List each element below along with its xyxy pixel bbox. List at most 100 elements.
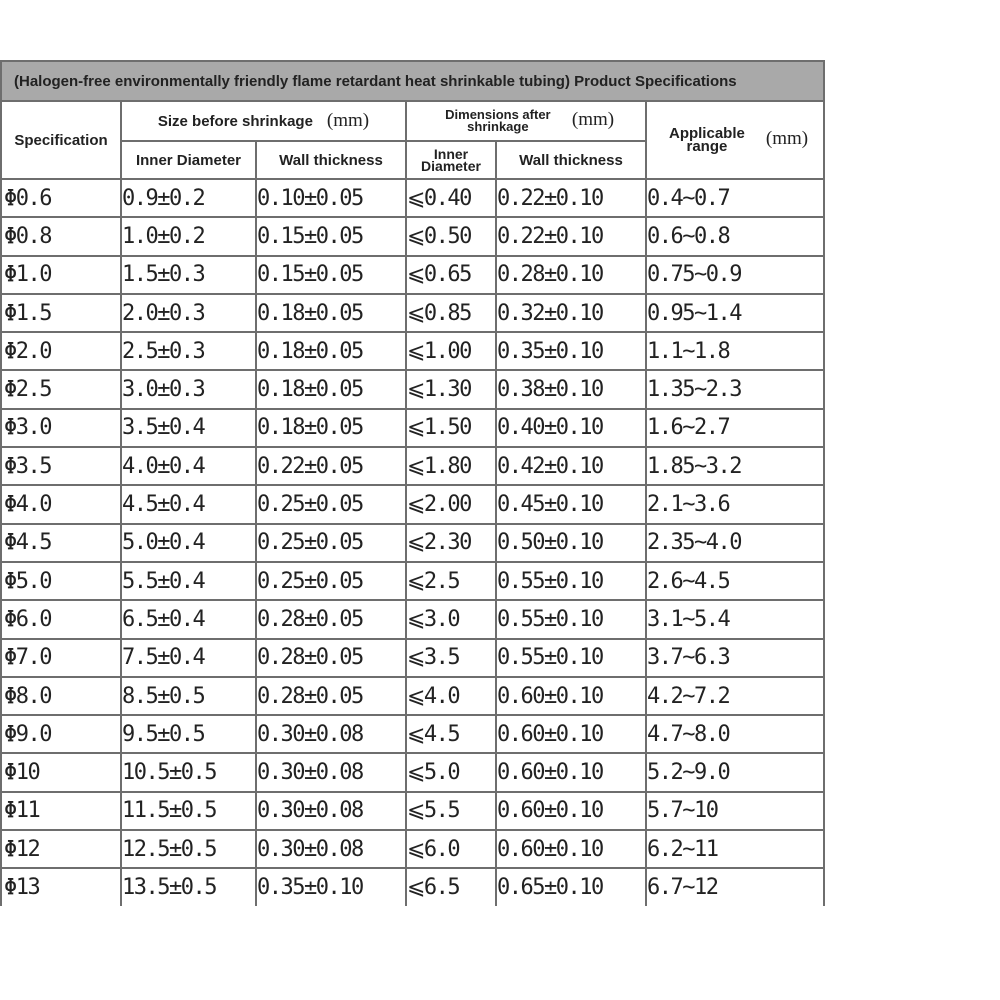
cell-specification: Φ2.5	[0, 369, 122, 410]
cell-wall-thickness-before: 0.15±0.05	[255, 216, 407, 257]
cell-wall-thickness-before: 0.22±0.05	[255, 446, 407, 487]
cell-inner-diameter-before: 5.0±0.4	[120, 522, 257, 563]
cell-wall-thickness-after: 0.28±0.10	[495, 254, 647, 295]
cell-applicable-range: 5.2~9.0	[644, 752, 826, 793]
cell-wall-thickness-after: 0.38±0.10	[495, 369, 647, 410]
header-specification: Specification	[0, 100, 122, 180]
cell-inner-diameter-before: 7.5±0.4	[120, 637, 257, 678]
cell-wall-thickness-after: 0.35±0.10	[495, 331, 647, 372]
cell-specification: Φ8.0	[0, 675, 122, 717]
cell-wall-thickness-before: 0.25±0.05	[255, 522, 407, 563]
cell-applicable-range: 3.1~5.4	[644, 599, 826, 640]
cell-inner-diameter-before: 10.5±0.5	[120, 752, 257, 793]
cell-applicable-range: 2.35~4.0	[644, 522, 826, 563]
cell-wall-thickness-after: 0.60±0.10	[495, 829, 647, 870]
table-row: Φ7.0 7.5±0.4 0.28±0.05 ⩽3.5 0.55±0.10 3.7~6.3	[0, 637, 826, 678]
cell-wall-thickness-after: 0.32±0.10	[495, 292, 647, 334]
cell-specification: Φ6.0	[0, 599, 122, 640]
cell-inner-diameter-after: ⩽2.00	[405, 484, 497, 525]
cell-inner-diameter-after: ⩽2.5	[405, 560, 497, 602]
cell-specification: Φ3.5	[0, 446, 122, 487]
cell-wall-thickness-after: 0.42±0.10	[495, 446, 647, 487]
cell-inner-diameter-before: 0.9±0.2	[120, 177, 257, 219]
cell-inner-diameter-after: ⩽0.40	[405, 177, 497, 219]
cell-applicable-range: 6.7~12	[644, 867, 826, 906]
cell-wall-thickness-after: 0.60±0.10	[495, 790, 647, 832]
header-before-label: Size before shrinkage	[157, 113, 313, 130]
cell-specification: Φ10	[0, 752, 122, 793]
table-row: Φ5.0 5.5±0.4 0.25±0.05 ⩽2.5 0.55±0.10 2.6~4.5	[0, 560, 826, 602]
cell-wall-thickness-before: 0.30±0.08	[255, 714, 407, 755]
cell-applicable-range: 0.4~0.7	[644, 177, 826, 219]
table-row: Φ6.0 6.5±0.4 0.28±0.05 ⩽3.0 0.55±0.10 3.1~5.4	[0, 599, 826, 640]
table-row: Φ4.0 4.5±0.4 0.25±0.05 ⩽2.00 0.45±0.10 2.1~3.…	[0, 484, 826, 525]
header-after-shrinkage: Dimensions after shrinkage (mm)	[405, 100, 647, 142]
cell-applicable-range: 1.35~2.3	[644, 369, 826, 410]
cell-inner-diameter-after: ⩽0.65	[405, 254, 497, 295]
cell-inner-diameter-before: 4.0±0.4	[120, 446, 257, 487]
cell-wall-thickness-after: 0.22±0.10	[495, 177, 647, 219]
unit-label: (mm)	[571, 108, 615, 130]
cell-inner-diameter-before: 3.0±0.3	[120, 369, 257, 410]
cell-wall-thickness-after: 0.50±0.10	[495, 522, 647, 563]
table-row: Φ4.5 5.0±0.4 0.25±0.05 ⩽2.30 0.50±0.10 2.35~4…	[0, 522, 826, 563]
cell-wall-thickness-before: 0.18±0.05	[255, 407, 407, 449]
cell-applicable-range: 4.7~8.0	[644, 714, 826, 755]
cell-wall-thickness-after: 0.55±0.10	[495, 637, 647, 678]
cell-inner-diameter-before: 1.5±0.3	[120, 254, 257, 295]
cell-applicable-range: 2.1~3.6	[644, 484, 826, 525]
table-row: Φ2.5 3.0±0.3 0.18±0.05 ⩽1.30 0.38±0.10 1.35~2…	[0, 369, 826, 410]
cell-specification: Φ9.0	[0, 714, 122, 755]
table-row: Φ2.0 2.5±0.3 0.18±0.05 ⩽1.00 0.35±0.10 1.1~1.…	[0, 331, 826, 372]
cell-wall-thickness-before: 0.35±0.10	[255, 867, 407, 906]
cell-inner-diameter-before: 5.5±0.4	[120, 560, 257, 602]
cell-wall-thickness-before: 0.28±0.05	[255, 637, 407, 678]
cell-inner-diameter-before: 9.5±0.5	[120, 714, 257, 755]
cell-inner-diameter-before: 4.5±0.4	[120, 484, 257, 525]
header-inner-diameter-before: Inner Diameter	[120, 140, 257, 180]
cell-specification: Φ12	[0, 829, 122, 870]
cell-applicable-range: 6.2~11	[644, 829, 826, 870]
cell-wall-thickness-before: 0.25±0.05	[255, 560, 407, 602]
header-inner-diameter-after: Inner Diameter	[405, 140, 497, 180]
cell-applicable-range: 1.6~2.7	[644, 407, 826, 449]
table-row: Φ1.0 1.5±0.3 0.15±0.05 ⩽0.65 0.28±0.10 0.75~0…	[0, 254, 826, 295]
cell-wall-thickness-before: 0.18±0.05	[255, 369, 407, 410]
cell-applicable-range: 0.95~1.4	[644, 292, 826, 334]
header-after-label: Dimensions after shrinkage	[445, 107, 551, 135]
table-row: Φ9.0 9.5±0.5 0.30±0.08 ⩽4.5 0.60±0.10 4.7~8.0	[0, 714, 826, 755]
cell-inner-diameter-before: 6.5±0.4	[120, 599, 257, 640]
cell-inner-diameter-after: ⩽2.30	[405, 522, 497, 563]
cell-applicable-range: 2.6~4.5	[644, 560, 826, 602]
table-row: Φ0.6 0.9±0.2 0.10±0.05 ⩽0.40 0.22±0.10 0.4~0.…	[0, 177, 826, 219]
cell-wall-thickness-before: 0.28±0.05	[255, 599, 407, 640]
cell-inner-diameter-after: ⩽6.0	[405, 829, 497, 870]
cell-wall-thickness-before: 0.18±0.05	[255, 331, 407, 372]
cell-specification: Φ4.0	[0, 484, 122, 525]
cell-inner-diameter-before: 8.5±0.5	[120, 675, 257, 717]
header-before-shrinkage: Size before shrinkage (mm)	[120, 100, 407, 142]
cell-wall-thickness-after: 0.60±0.10	[495, 675, 647, 717]
cell-wall-thickness-after: 0.55±0.10	[495, 599, 647, 640]
cell-wall-thickness-before: 0.25±0.05	[255, 484, 407, 525]
header-applicable-range: Applicable range (mm)	[644, 100, 826, 180]
header-wall-thickness-before: Wall thickness	[255, 140, 407, 180]
cell-inner-diameter-before: 2.5±0.3	[120, 331, 257, 372]
cell-specification: Φ0.6	[0, 177, 122, 219]
table-row: Φ1.5 2.0±0.3 0.18±0.05 ⩽0.85 0.32±0.10 0.95~1…	[0, 292, 826, 334]
unit-label: (mm)	[326, 110, 370, 131]
cell-specification: Φ3.0	[0, 407, 122, 449]
header-wall-thickness-after: Wall thickness	[495, 140, 647, 180]
cell-inner-diameter-after: ⩽1.00	[405, 331, 497, 372]
cell-wall-thickness-before: 0.18±0.05	[255, 292, 407, 334]
cell-wall-thickness-before: 0.15±0.05	[255, 254, 407, 295]
cell-inner-diameter-after: ⩽5.5	[405, 790, 497, 832]
unit-label: (mm)	[765, 127, 809, 149]
cell-wall-thickness-before: 0.30±0.08	[255, 829, 407, 870]
cell-specification: Φ0.8	[0, 216, 122, 257]
cell-inner-diameter-after: ⩽6.5	[405, 867, 497, 906]
cell-inner-diameter-before: 1.0±0.2	[120, 216, 257, 257]
cell-applicable-range: 3.7~6.3	[644, 637, 826, 678]
cell-inner-diameter-before: 2.0±0.3	[120, 292, 257, 334]
cell-inner-diameter-before: 12.5±0.5	[120, 829, 257, 870]
